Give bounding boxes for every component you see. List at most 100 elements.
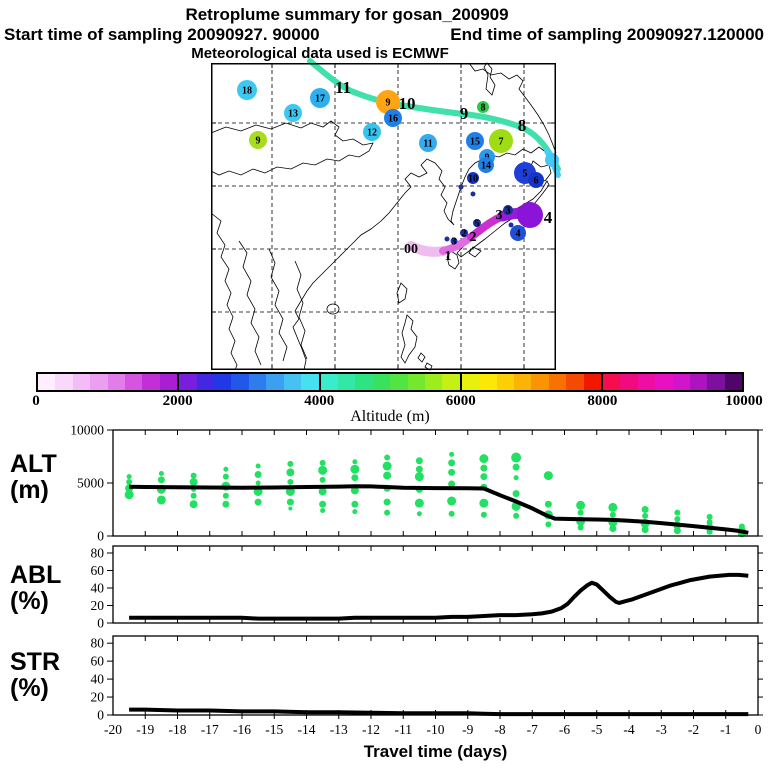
colorbar-segment [90, 374, 108, 390]
altitude-bubble [319, 500, 327, 508]
trajectory-map: 1817139161291115789141056432531110980012… [210, 58, 561, 371]
altitude-bubble [384, 454, 391, 461]
altitude-bubble [382, 461, 392, 471]
plume-centroid-circle [310, 88, 330, 108]
colorbar-segment [620, 374, 638, 390]
altitude-bubble [512, 490, 520, 498]
x-tick-label: -16 [233, 722, 251, 737]
plume-centroid-circle [510, 225, 526, 241]
abl-label-line1: ABL [10, 561, 62, 589]
altitude-bubble [577, 509, 584, 516]
colorbar-segment [459, 374, 480, 390]
end-time-text: End time of sampling 20090927.120000 [450, 25, 764, 44]
x-axis-title: Travel time (days) [364, 742, 508, 761]
y-tick-label: 80 [91, 636, 105, 651]
y-tick-label: 0 [97, 708, 104, 723]
colorbar-segment [266, 374, 284, 390]
y-tick-label: 0 [97, 616, 104, 631]
border-indochina-1 [238, 240, 262, 366]
altitude-bubble [706, 513, 713, 520]
colorbar-tick-labels: 0 2000 4000 6000 8000 10000 [32, 393, 763, 410]
altitude-bubble [448, 468, 456, 476]
border-indochina-3 [294, 260, 308, 360]
colorbar-segment [548, 374, 567, 390]
y-tick-label: 5000 [77, 476, 104, 491]
colorbar-segment [125, 374, 143, 390]
colorbar-segment [107, 374, 126, 390]
altitude-bubble [222, 500, 230, 508]
colorbar-segment [177, 374, 197, 390]
colorbar-segment [390, 374, 408, 390]
altitude-bubble [608, 502, 618, 512]
colorbar-segment [283, 374, 302, 390]
x-tick-label: -12 [362, 722, 380, 737]
coastline-hainan [326, 303, 340, 315]
altitude-bubble [479, 498, 489, 508]
altitude-bubble [448, 480, 456, 488]
altitude-bubble [350, 486, 359, 495]
colorbar-segment [301, 374, 319, 390]
colorbar-segment [424, 374, 443, 390]
plume-centroid-day-label: 9 [386, 98, 391, 109]
altitude-bubble [544, 500, 552, 508]
plume-centroid-circle [489, 129, 513, 153]
altitude-bubble [126, 478, 133, 485]
colorbar-segment [196, 374, 215, 390]
colorbar-segment [355, 374, 373, 390]
altitude-bubble [416, 511, 422, 517]
plume-centroid-day-label: 3 [506, 206, 511, 217]
alt-label-line1: ALT [10, 450, 57, 478]
plume-centroid-day-label: 5 [475, 219, 480, 230]
altitude-bubble [255, 463, 261, 469]
plume-centroid-circle [503, 205, 513, 215]
colorbar-tick-label: 0 [32, 393, 40, 409]
colorbar-segment [724, 374, 743, 390]
plume-centroid-circle [284, 104, 302, 122]
alt-panel-label: ALT (m) [10, 450, 102, 503]
plume-centroid-day-label: 6 [534, 176, 539, 187]
coastline-okhotsk [468, 62, 557, 154]
colorbar-segment [566, 374, 584, 390]
altitude-bubble [158, 470, 164, 476]
altitude-bubble [383, 471, 392, 480]
colorbar-segment [142, 374, 160, 390]
alt-panel-border [112, 429, 759, 537]
colorbar-tick-label: 6000 [445, 393, 476, 409]
plume-centroid-circle [545, 153, 559, 167]
colorbar-segment [248, 374, 267, 390]
altitude-bubble [383, 498, 391, 506]
str-mean-line [129, 707, 749, 717]
altitude-bubble [384, 509, 391, 516]
x-tick-label: -4 [623, 722, 634, 737]
colorbar-tick-label: 10000 [725, 393, 763, 409]
border-indochina-2 [268, 248, 288, 362]
altitude-bubble [576, 500, 586, 510]
plume-centroid-day-label: 10 [468, 174, 478, 185]
altitude-bubble [674, 516, 681, 523]
plume-centroid-circle [467, 172, 479, 184]
plume-centroid-day-label: 9 [256, 136, 261, 147]
abl-mean-line [129, 572, 749, 621]
colorbar-tick-label: 4000 [304, 393, 335, 409]
plume-centroid-circle [384, 109, 402, 127]
colorbar-segment [318, 374, 338, 390]
y-tick-label: 60 [91, 563, 105, 578]
altitude-bubble [706, 519, 713, 526]
plume-centroid-day-label: 5 [523, 169, 528, 180]
plume-dot [444, 236, 450, 242]
colorbar-segment [655, 374, 673, 390]
colorbar-segment [690, 374, 708, 390]
plume-centroid-day-label: 13 [288, 109, 298, 120]
plume-centroid-circle [450, 237, 458, 245]
altitude-bubble [189, 477, 198, 486]
y-tick-label: 60 [91, 654, 105, 669]
plume-dot [458, 184, 464, 190]
x-tick-label: -17 [201, 722, 219, 737]
altitude-bubble [352, 459, 358, 465]
x-tick-label: -9 [462, 722, 473, 737]
str-label-line2: (%) [10, 673, 49, 702]
x-tick-label: -19 [136, 722, 154, 737]
y-tick-label: 0 [97, 529, 104, 544]
coastline-islet-1 [417, 352, 426, 363]
colorbar-axis-label: Altitude (m) [350, 408, 430, 425]
